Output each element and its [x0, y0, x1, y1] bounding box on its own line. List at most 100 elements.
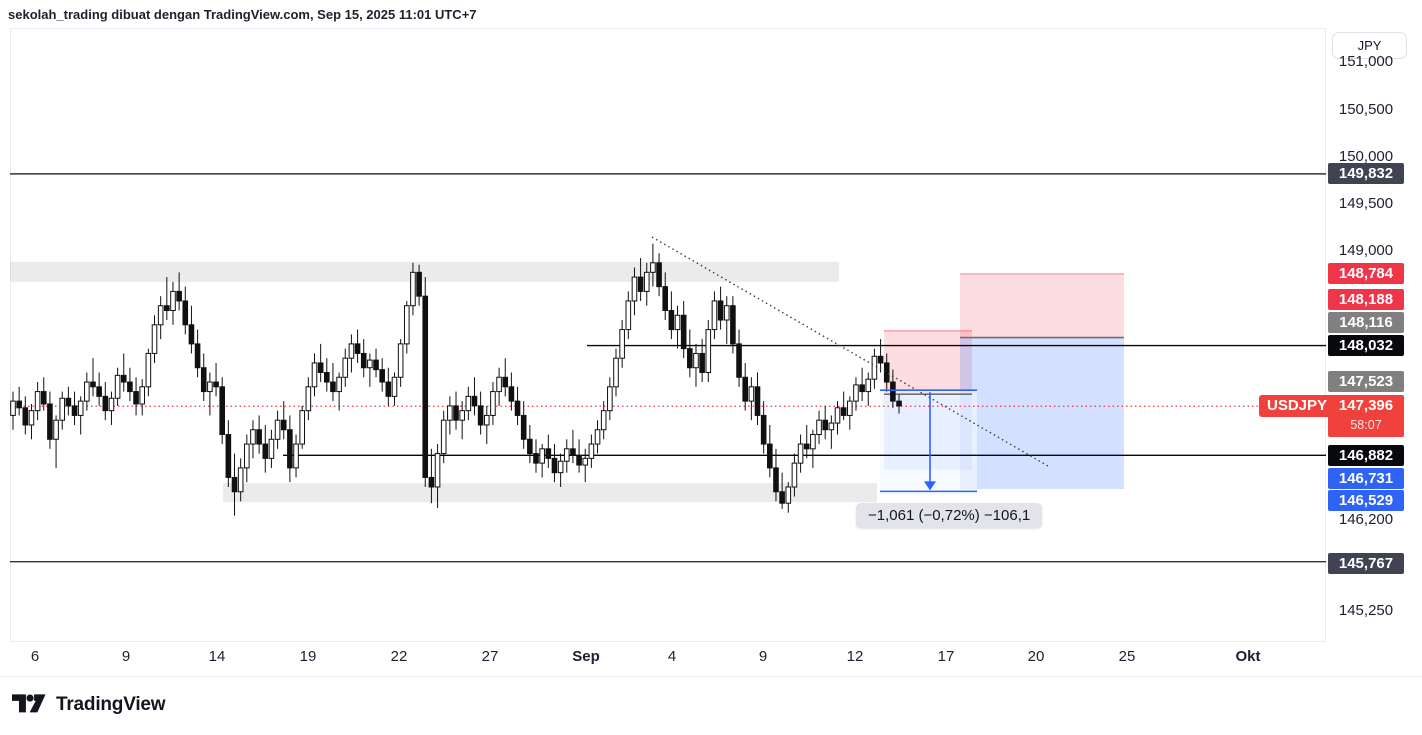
price-tick-label: 150,000: [1338, 148, 1394, 165]
candle-body: [613, 357, 619, 388]
candle-body: [157, 305, 164, 326]
time-tick-label: Okt: [1235, 648, 1261, 665]
bar-countdown: 58:07: [1350, 418, 1382, 432]
supply-demand-zone[interactable]: [223, 483, 877, 503]
candle-body: [477, 405, 484, 426]
candle-body: [77, 400, 84, 416]
candle-body: [96, 386, 102, 397]
candle-body: [324, 372, 330, 383]
candle-body: [490, 391, 496, 416]
candle-body: [791, 462, 798, 488]
candle-body: [717, 300, 724, 321]
candle-body: [582, 457, 589, 466]
candle-body: [90, 381, 96, 388]
price-level-badge: 148,188: [1328, 288, 1404, 310]
candle-body: [84, 381, 90, 402]
candle-body: [71, 405, 78, 416]
candle-body: [637, 276, 644, 292]
range-arrow-head: [924, 481, 936, 491]
candle-body: [299, 410, 305, 445]
position-risk-box[interactable]: [884, 330, 972, 395]
candle-body: [773, 467, 779, 493]
price-level-badge: 146,529: [1328, 489, 1404, 511]
candle-body: [16, 400, 22, 409]
candle-body: [742, 376, 749, 402]
candle-body: [834, 407, 841, 424]
candle-body: [822, 419, 828, 431]
candle-body: [594, 429, 601, 445]
candle-body: [779, 491, 785, 504]
price-tick-label: 149,000: [1338, 242, 1394, 259]
candle-body: [40, 391, 47, 405]
candle-body: [723, 305, 730, 321]
candle-body: [250, 429, 256, 445]
candle-body: [674, 314, 681, 331]
candle-body: [262, 443, 269, 459]
position-risk-box[interactable]: [960, 273, 1124, 338]
candle-body: [711, 300, 718, 331]
candle-body: [447, 405, 453, 421]
supply-demand-zone[interactable]: [10, 261, 839, 282]
candle-body: [803, 443, 810, 450]
candle-body: [625, 300, 632, 331]
symbol-price-label: USDJPY: [1259, 395, 1336, 417]
candle-body: [736, 343, 742, 378]
time-tick-label: 17: [937, 648, 955, 665]
candle-body: [434, 453, 441, 488]
candle-body: [114, 374, 121, 399]
candle-body: [557, 460, 564, 474]
candle-body: [59, 397, 66, 421]
chart-watermark: sekolah_trading dibuat dengan TradingVie…: [8, 7, 477, 22]
candle-body: [570, 448, 576, 456]
candle-body: [508, 386, 515, 402]
candle-body: [551, 457, 558, 474]
candle-body: [471, 395, 478, 407]
price-tick-label: 146,200: [1338, 511, 1394, 528]
candle-body: [428, 476, 435, 488]
candle-body: [859, 384, 865, 393]
trendline[interactable]: [651, 236, 1049, 467]
time-tick-label: 27: [481, 648, 499, 665]
price-range-backdrop[interactable]: [880, 390, 977, 496]
candle-body: [120, 374, 127, 383]
price-tick-label: 145,250: [1338, 602, 1394, 619]
candle-body: [170, 290, 176, 311]
candle-body: [662, 286, 669, 311]
position-reward-box[interactable]: [960, 337, 1124, 489]
tradingview-logo-icon: [12, 694, 46, 713]
price-level-badge: 146,731: [1328, 467, 1404, 489]
tradingview-logo[interactable]: TradingView: [12, 694, 166, 716]
candle-body: [631, 276, 638, 302]
candle-body: [754, 386, 761, 416]
time-tick-label: Sep: [572, 648, 600, 665]
candle-body: [385, 381, 392, 397]
price-tick-label: 149,500: [1338, 195, 1394, 212]
price-range-tooltip: −1,061 (−0,72%) −106,1: [856, 503, 1043, 528]
candle-body: [225, 434, 232, 478]
candle-body: [188, 324, 195, 345]
candle-body: [699, 352, 705, 374]
candle-body: [317, 362, 324, 373]
candle-body: [896, 400, 902, 407]
time-tick-label: 12: [846, 648, 864, 665]
candle-body: [194, 343, 201, 369]
candle-body: [687, 348, 693, 369]
candle-body: [816, 419, 822, 436]
candle-body: [890, 381, 896, 402]
candle-body: [133, 391, 139, 405]
candle-body: [231, 476, 238, 493]
currency-unit-button[interactable]: JPY: [1332, 32, 1407, 59]
price-tick-label: 150,500: [1338, 101, 1394, 118]
candle-body: [237, 467, 244, 493]
candle-body: [705, 329, 712, 374]
candle-body: [545, 448, 552, 459]
candle-body: [483, 414, 490, 426]
time-tick-label: 14: [208, 648, 226, 665]
time-tick-label: 9: [121, 648, 131, 665]
candle-body: [403, 305, 410, 345]
candle-body: [354, 343, 361, 354]
time-tick-label: 25: [1118, 648, 1136, 665]
last-price-value: 147,396: [1338, 397, 1394, 414]
